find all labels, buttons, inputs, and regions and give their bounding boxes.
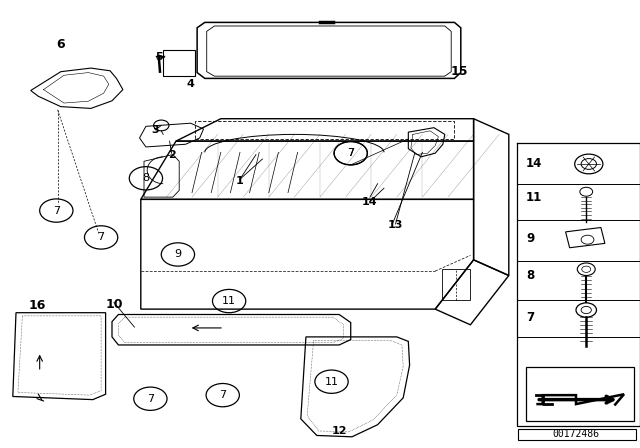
Text: 8: 8 — [142, 173, 150, 183]
Text: 8: 8 — [526, 269, 534, 282]
Text: 3: 3 — [152, 125, 159, 135]
Text: 00172486: 00172486 — [552, 429, 600, 439]
Text: 7: 7 — [219, 390, 227, 400]
Text: 11: 11 — [324, 377, 339, 387]
Text: 6: 6 — [56, 38, 65, 52]
Text: 14: 14 — [362, 198, 378, 207]
Text: 15: 15 — [451, 65, 468, 78]
Text: 7: 7 — [52, 206, 60, 215]
Bar — [442, 269, 470, 300]
Bar — [518, 429, 636, 440]
Text: 12: 12 — [332, 426, 347, 436]
Text: 11: 11 — [222, 296, 236, 306]
Text: 7: 7 — [147, 394, 154, 404]
Text: 7: 7 — [347, 148, 355, 158]
Text: 7: 7 — [97, 233, 105, 242]
Text: 7: 7 — [526, 310, 534, 324]
Bar — [566, 228, 605, 248]
Text: 9: 9 — [174, 250, 182, 259]
Text: 16: 16 — [28, 299, 46, 312]
Text: 5: 5 — [155, 52, 163, 62]
Text: 10: 10 — [105, 298, 123, 311]
Text: 2: 2 — [168, 151, 175, 160]
Text: 1: 1 — [236, 177, 244, 186]
Text: 4: 4 — [187, 79, 195, 89]
Text: 14: 14 — [526, 157, 543, 170]
Text: 13: 13 — [388, 220, 403, 230]
Text: 7: 7 — [347, 148, 355, 158]
Text: 9: 9 — [526, 232, 534, 245]
Bar — [163, 50, 195, 76]
Text: 11: 11 — [526, 190, 542, 204]
